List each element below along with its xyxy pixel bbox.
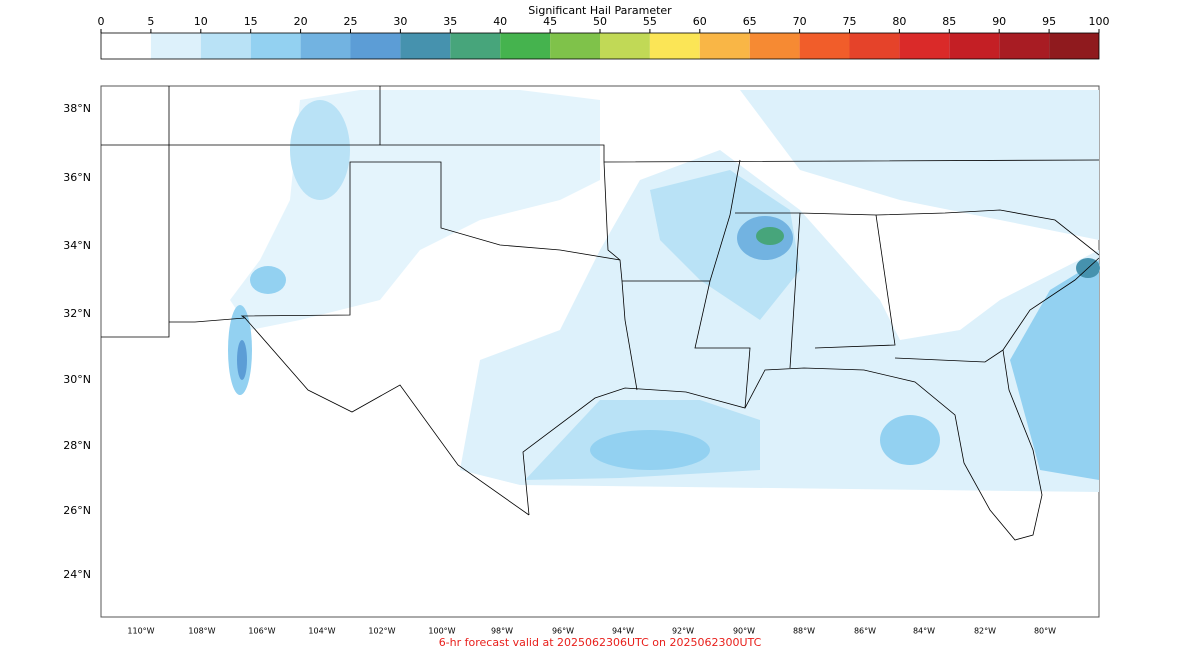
colorbar-tick-label: 10 <box>194 15 208 28</box>
colorbar-tick-label: 100 <box>1089 15 1110 28</box>
latitude-labels: 38°N 36°N 34°N 32°N 30°N 28°N 26°N 24°N <box>63 102 91 581</box>
colorbar-bin <box>999 33 1050 59</box>
colorbar-bin <box>1049 33 1099 59</box>
longitude-label: 108°W <box>188 627 215 636</box>
colorbar-tick-label: 50 <box>593 15 607 28</box>
latitude-label: 30°N <box>63 373 91 386</box>
longitude-label: 88°W <box>793 627 815 636</box>
colorbar-tick-label: 45 <box>543 15 557 28</box>
colorbar-bin <box>899 33 950 59</box>
latitude-label: 34°N <box>63 239 91 252</box>
colorbar-bin <box>949 33 1000 59</box>
longitude-label: 102°W <box>368 627 395 636</box>
longitude-label: 86°W <box>854 627 876 636</box>
colorbar-bin <box>400 33 451 59</box>
latitude-label: 26°N <box>63 504 91 517</box>
longitude-label: 82°W <box>974 627 996 636</box>
colorbar-tick-label: 55 <box>643 15 657 28</box>
colorbar-tick-label: 90 <box>992 15 1006 28</box>
hail-field <box>228 90 1100 492</box>
longitude-label: 110°W <box>127 627 154 636</box>
longitude-labels: 110°W 108°W 106°W 104°W 102°W 100°W 98°W 96°W 94… <box>127 627 1056 636</box>
colorbar-bin <box>799 33 850 59</box>
colorbar-bin <box>649 33 700 59</box>
longitude-label: 80°W <box>1034 627 1056 636</box>
colorbar-tick-label: 5 <box>147 15 154 28</box>
colorbar-bin <box>300 33 351 59</box>
colorbar-bin <box>250 33 301 59</box>
latitude-label: 38°N <box>63 102 91 115</box>
boundaries <box>101 86 1100 541</box>
colorbar-tick-label: 75 <box>843 15 857 28</box>
colorbar-tick-label: 35 <box>443 15 457 28</box>
colorbar-tick-label: 40 <box>493 15 507 28</box>
colorbar: 0 5 10 15 20 25 30 35 40 45 50 55 60 65 70 75 80 85 90 95 10… <box>98 15 1110 60</box>
longitude-label: 92°W <box>672 627 694 636</box>
colorbar-tick-label: 25 <box>344 15 358 28</box>
colorbar-tick-label: 85 <box>942 15 956 28</box>
colorbar-bin <box>699 33 750 59</box>
colorbar-bin <box>350 33 401 59</box>
colorbar-bin <box>200 33 251 59</box>
colorbar-tick-label: 0 <box>98 15 105 28</box>
colorbar-title: Significant Hail Parameter <box>528 4 672 17</box>
colorbar-bin <box>450 33 501 59</box>
colorbar-tick-label: 30 <box>393 15 407 28</box>
colorbar-bin <box>101 33 151 59</box>
colorbar-bin <box>500 33 551 59</box>
latitude-label: 36°N <box>63 171 91 184</box>
longitude-label: 84°W <box>913 627 935 636</box>
colorbar-tick-label: 70 <box>793 15 807 28</box>
latitude-label: 32°N <box>63 307 91 320</box>
colorbar-bin <box>849 33 900 59</box>
footer: 6-hr forecast valid at 2025062306UTC on … <box>439 636 762 649</box>
colorbar-tick-label: 20 <box>294 15 308 28</box>
colorbar-tick-label: 65 <box>743 15 757 28</box>
longitude-label: 90°W <box>733 627 755 636</box>
longitude-label: 100°W <box>428 627 455 636</box>
latitude-label: 28°N <box>63 439 91 452</box>
map: 38°N 36°N 34°N 32°N 30°N 28°N 26°N 24°N 110°W 10… <box>63 85 1100 636</box>
longitude-label: 98°W <box>491 627 513 636</box>
colorbar-bin <box>150 33 201 59</box>
colorbar-tick-label: 95 <box>1042 15 1056 28</box>
colorbar-tick-label: 80 <box>892 15 906 28</box>
colorbar-bin <box>600 33 650 59</box>
colorbar-bin <box>749 33 800 59</box>
longitude-label: 96°W <box>552 627 574 636</box>
colorbar-tick-label: 60 <box>693 15 707 28</box>
latitude-label: 24°N <box>63 568 91 581</box>
longitude-label: 94°W <box>612 627 634 636</box>
longitude-label: 106°W <box>248 627 275 636</box>
longitude-label: 104°W <box>308 627 335 636</box>
colorbar-bin <box>550 33 600 59</box>
colorbar-tick-label: 15 <box>244 15 258 28</box>
